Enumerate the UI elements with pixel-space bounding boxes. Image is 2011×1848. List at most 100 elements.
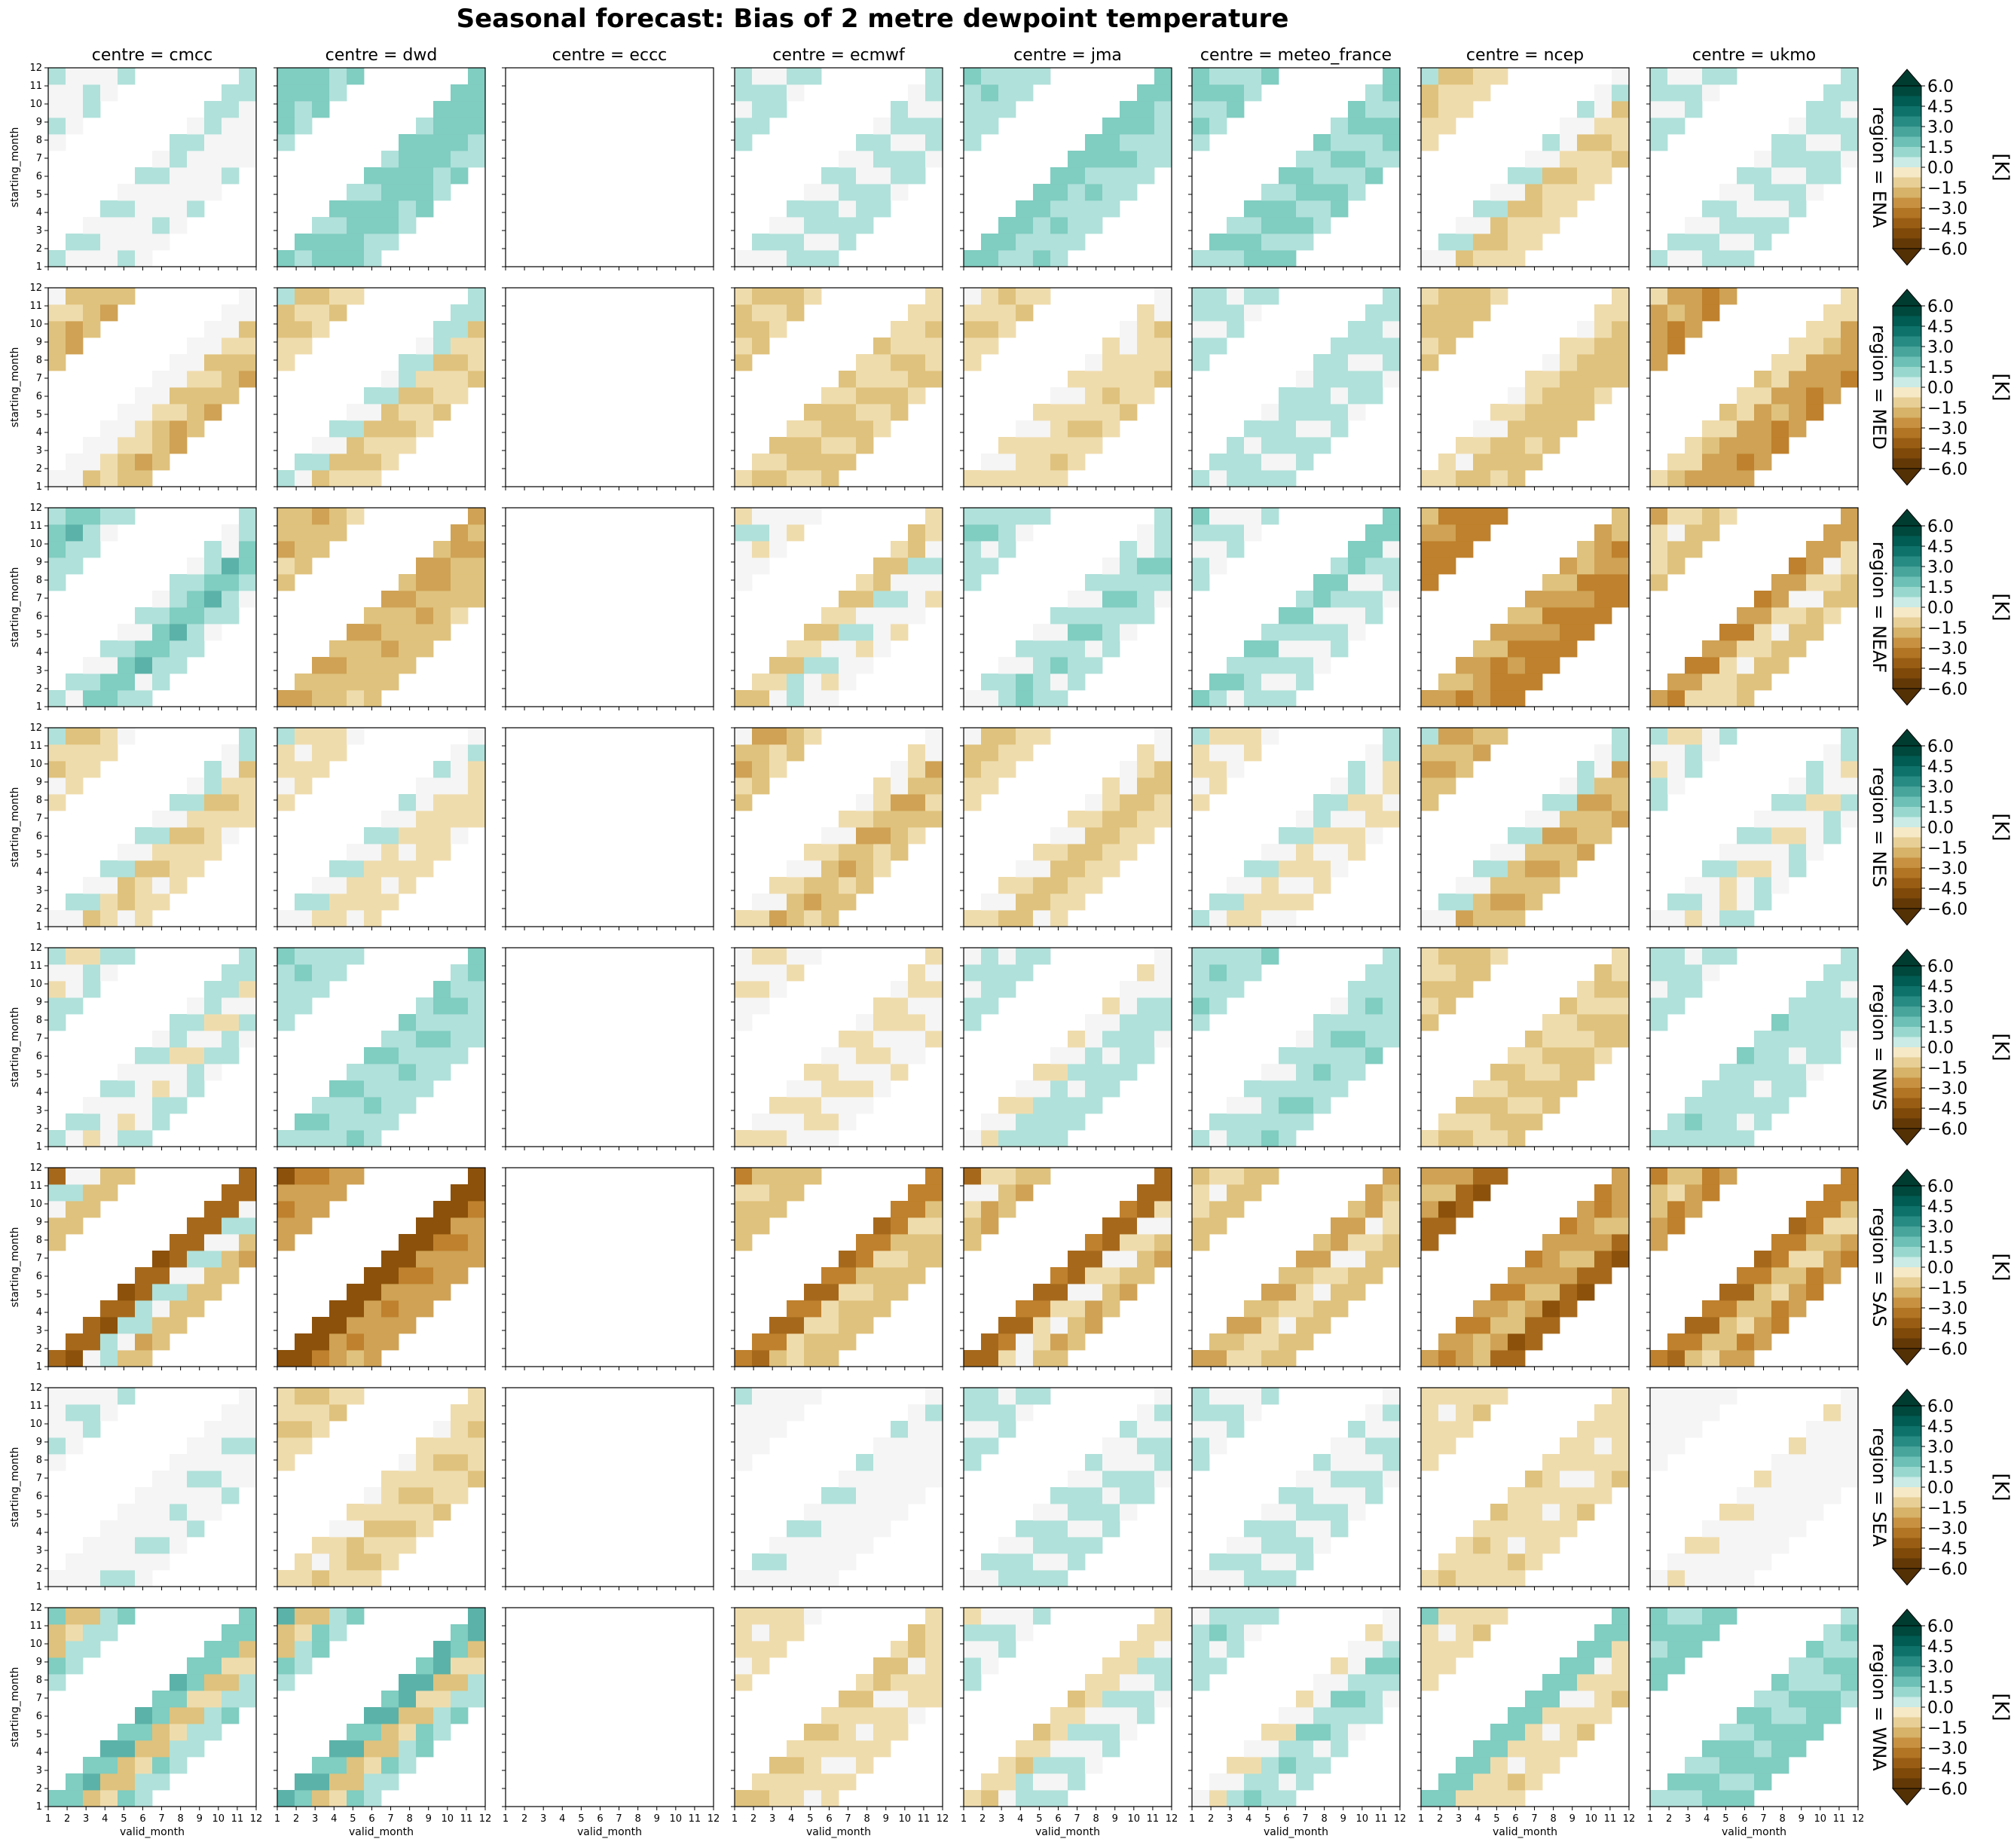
heatmap-cell: [1594, 354, 1612, 371]
heatmap-cell: [1594, 591, 1612, 608]
heatmap-cell: [312, 910, 330, 927]
heatmap-cell: [347, 674, 365, 691]
heatmap-cell: [1456, 948, 1474, 965]
heatmap-cell: [964, 118, 982, 135]
heatmap-cell: [1456, 744, 1474, 762]
heatmap-cell: [187, 1454, 205, 1471]
heatmap-cell: [312, 68, 330, 85]
panel-frame: [734, 1387, 943, 1587]
heatmap-cell: [804, 1300, 822, 1318]
heatmap-cell: [1685, 454, 1703, 471]
heatmap-cell: [752, 68, 770, 85]
heatmap-cell: [1438, 1570, 1456, 1587]
heatmap-cell: [222, 744, 240, 762]
heatmap-cell: [1244, 1184, 1262, 1202]
y-tick-label: 12: [29, 63, 42, 74]
heatmap-cell: [1823, 1014, 1841, 1031]
heatmap-cell: [908, 811, 926, 828]
heatmap-cell: [222, 304, 240, 322]
heatmap-cell: [1137, 387, 1155, 405]
heatmap-cell: [1227, 234, 1245, 251]
heatmap-cell: [416, 844, 434, 861]
heatmap-cell: [135, 1130, 153, 1147]
heatmap-cell: [998, 1317, 1016, 1334]
heatmap-cell: [1348, 591, 1366, 608]
heatmap-cell: [277, 557, 295, 575]
heatmap-cell: [1490, 420, 1508, 438]
heatmap-cell: [1719, 1333, 1737, 1351]
heatmap-cell: [1473, 437, 1491, 454]
heatmap-cell: [187, 200, 205, 218]
heatmap-cell: [1719, 454, 1737, 471]
heatmap-cell: [135, 437, 153, 454]
heatmap-cell: [364, 640, 382, 658]
heatmap-cell: [1348, 387, 1366, 405]
heatmap-cell: [222, 1047, 240, 1065]
heatmap-cell: [769, 84, 787, 102]
heatmap-cell: [1754, 454, 1772, 471]
heatmap-cell: [1490, 1300, 1508, 1318]
panel-ncep-NES: [1417, 727, 1630, 930]
heatmap-cell: [170, 167, 188, 185]
heatmap-cell: [1542, 640, 1560, 658]
heatmap-cell: [1033, 893, 1051, 911]
heatmap-cell: [821, 893, 839, 911]
heatmap-cell: [277, 690, 295, 707]
heatmap-cell: [381, 217, 399, 234]
heatmap-cell: [187, 811, 205, 828]
heatmap-cell: [769, 304, 787, 322]
heatmap-cell: [187, 1437, 205, 1455]
heatmap-cell: [118, 948, 136, 965]
heatmap-cell: [48, 321, 66, 338]
y-tick-label: 7: [36, 373, 42, 384]
heatmap-cell: [1383, 981, 1401, 998]
heatmap-cell: [1137, 1404, 1155, 1422]
heatmap-cell: [347, 657, 365, 674]
heatmap-cell: [1154, 101, 1172, 118]
heatmap-cell: [1823, 794, 1841, 811]
heatmap-cell: [981, 910, 999, 927]
heatmap-cell: [347, 234, 365, 251]
heatmap-cell: [468, 118, 486, 135]
heatmap-cell: [925, 508, 943, 525]
heatmap-cell: [1560, 827, 1578, 845]
heatmap-cell: [347, 844, 365, 861]
heatmap-cell: [1806, 1064, 1824, 1081]
heatmap-cell: [135, 420, 153, 438]
heatmap-cell: [769, 68, 787, 85]
heatmap-cell: [1754, 607, 1772, 625]
heatmap-cell: [925, 118, 943, 135]
heatmap-cell: [468, 811, 486, 828]
heatmap-cell: [1244, 304, 1262, 322]
heatmap-cell: [1296, 454, 1314, 471]
heatmap-cell: [1244, 640, 1262, 658]
heatmap-cell: [1209, 338, 1227, 355]
heatmap-cell: [347, 1537, 365, 1554]
heatmap-cell: [381, 607, 399, 625]
heatmap-cell: [1438, 777, 1456, 795]
heatmap-cell: [329, 68, 347, 85]
heatmap-cell: [1650, 84, 1668, 102]
heatmap-cell: [787, 1570, 805, 1587]
heatmap-cell: [468, 981, 486, 998]
heatmap-cell: [1737, 1064, 1755, 1081]
heatmap-cell: [347, 508, 365, 525]
heatmap-cell: [752, 1168, 770, 1185]
heatmap-cell: [83, 508, 101, 525]
heatmap-cell: [1209, 1350, 1227, 1367]
heatmap-cell: [1192, 288, 1210, 305]
heatmap-cell: [873, 1520, 891, 1538]
heatmap-cell: [839, 234, 857, 251]
heatmap-cell: [222, 981, 240, 998]
heatmap-cell: [1702, 1080, 1720, 1098]
heatmap-cell: [1685, 657, 1703, 674]
panel-eccc-NEAF: [502, 507, 714, 710]
heatmap-cell: [1542, 1014, 1560, 1031]
heatmap-cell: [118, 640, 136, 658]
heatmap-cell: [1841, 354, 1859, 371]
heatmap-cell: [1789, 1064, 1807, 1081]
heatmap-cell: [1841, 288, 1859, 305]
heatmap-cell: [1085, 200, 1103, 218]
heatmap-cell: [135, 877, 153, 894]
heatmap-cell: [1473, 744, 1491, 762]
